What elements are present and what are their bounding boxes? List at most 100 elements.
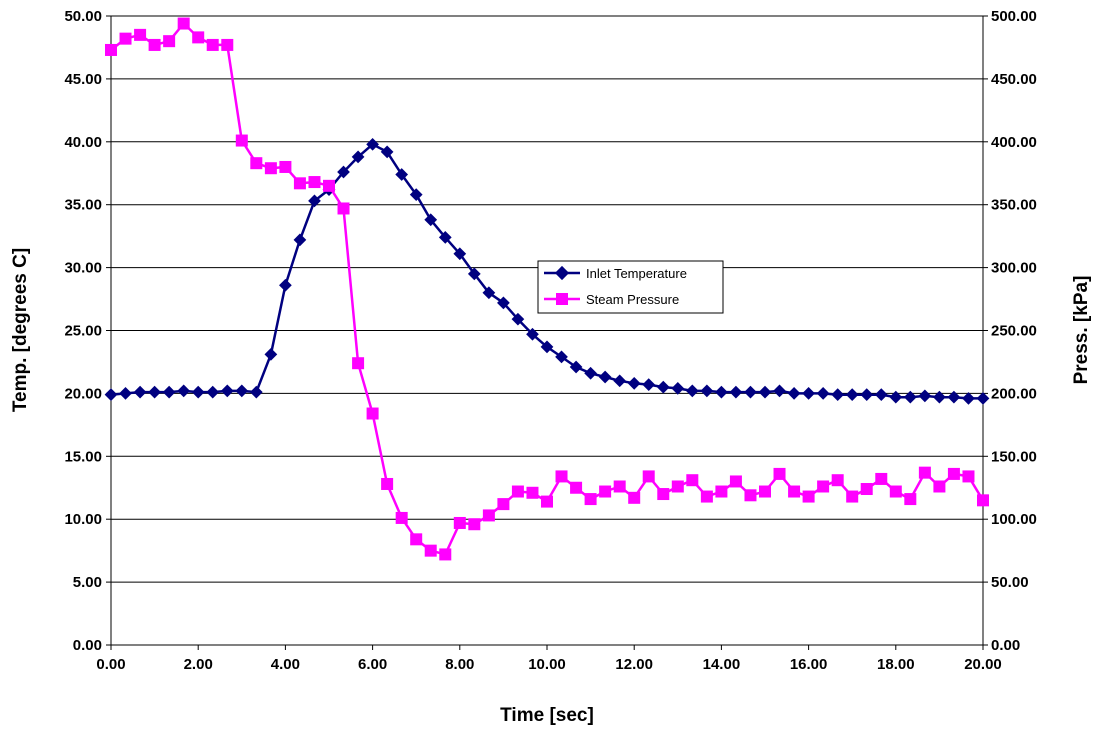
data-point-inlet-temperature xyxy=(177,384,191,398)
data-point-inlet-temperature xyxy=(874,388,888,402)
data-point-inlet-temperature xyxy=(162,385,176,399)
data-point-steam-pressure xyxy=(323,179,335,192)
data-point-steam-pressure xyxy=(439,548,452,561)
series-layer xyxy=(104,17,990,561)
data-point-steam-pressure xyxy=(817,480,830,493)
x-tick-label: 0.00 xyxy=(96,656,125,673)
data-point-inlet-temperature xyxy=(671,382,685,395)
data-point-steam-pressure xyxy=(206,38,219,51)
data-point-steam-pressure xyxy=(526,486,539,499)
x-axis-ticks: 0.00 2.00 4.00 6.00 8.00 10.00 12.00 14.00 16.00… xyxy=(96,645,1002,673)
data-point-steam-pressure xyxy=(250,157,263,170)
data-point-inlet-temperature xyxy=(656,380,670,394)
right-tick-label: 300.00 xyxy=(991,260,1037,277)
data-point-steam-pressure xyxy=(468,518,481,531)
data-point-steam-pressure xyxy=(163,35,176,48)
data-point-steam-pressure xyxy=(352,357,365,370)
data-point-steam-pressure xyxy=(962,470,975,483)
x-tick-label: 14.00 xyxy=(703,656,741,673)
left-tick-label: 20.00 xyxy=(64,385,102,402)
data-point-steam-pressure xyxy=(555,470,568,483)
data-point-steam-pressure xyxy=(744,489,757,502)
data-point-inlet-temperature xyxy=(293,233,307,247)
data-point-steam-pressure xyxy=(366,407,379,420)
left-tick-label: 0.00 xyxy=(73,637,102,654)
legend-label-steam-pressure: Steam Pressure xyxy=(586,292,679,307)
data-point-steam-pressure xyxy=(889,485,902,498)
data-point-inlet-temperature xyxy=(264,348,278,361)
data-point-inlet-temperature xyxy=(497,296,510,310)
data-point-inlet-temperature xyxy=(467,267,481,281)
data-point-inlet-temperature xyxy=(627,376,641,390)
data-point-inlet-temperature xyxy=(409,188,423,201)
data-point-steam-pressure xyxy=(802,490,815,503)
data-point-inlet-temperature xyxy=(802,387,815,400)
x-tick-label: 18.00 xyxy=(877,656,915,673)
data-point-steam-pressure xyxy=(497,498,510,511)
data-point-steam-pressure xyxy=(599,485,612,498)
data-point-inlet-temperature xyxy=(482,286,496,300)
x-tick-label: 2.00 xyxy=(184,656,213,673)
data-point-inlet-temperature xyxy=(337,165,350,179)
data-point-inlet-temperature xyxy=(845,388,859,402)
data-point-steam-pressure xyxy=(860,483,873,496)
left-tick-label: 25.00 xyxy=(64,323,102,340)
legend-marker-steam-pressure xyxy=(556,293,568,305)
data-point-inlet-temperature xyxy=(235,384,249,398)
data-point-steam-pressure xyxy=(105,43,117,56)
legend-box xyxy=(537,260,724,314)
left-axis-ticks: 0.00 5.00 10.00 15.00 20.00 25.00 30.00 35.00 40… xyxy=(64,8,111,654)
x-tick-label: 10.00 xyxy=(528,656,566,673)
right-tick-label: 250.00 xyxy=(991,323,1037,340)
data-point-steam-pressure xyxy=(177,17,190,30)
right-tick-label: 50.00 xyxy=(991,574,1029,591)
data-point-steam-pressure xyxy=(395,511,408,524)
data-point-inlet-temperature xyxy=(249,385,263,399)
data-point-steam-pressure xyxy=(148,38,161,51)
x-tick-label: 6.00 xyxy=(358,656,387,673)
data-point-steam-pressure xyxy=(337,202,350,215)
x-axis-title: Time [sec] xyxy=(500,705,594,726)
data-point-steam-pressure xyxy=(846,490,859,503)
data-point-inlet-temperature xyxy=(831,388,845,402)
data-point-steam-pressure xyxy=(264,162,277,175)
series-steam-pressure xyxy=(105,17,989,561)
data-point-inlet-temperature xyxy=(773,384,786,398)
data-point-inlet-temperature xyxy=(279,278,292,292)
right-axis-title: Press. [kPa] xyxy=(1071,276,1092,385)
data-point-inlet-temperature xyxy=(758,385,772,399)
data-point-steam-pressure xyxy=(134,28,147,41)
right-tick-label: 0.00 xyxy=(991,637,1020,654)
data-point-inlet-temperature xyxy=(133,385,147,399)
data-point-steam-pressure xyxy=(700,490,713,503)
data-point-inlet-temperature xyxy=(191,385,205,399)
data-point-inlet-temperature xyxy=(424,213,438,227)
data-point-inlet-temperature xyxy=(613,374,627,388)
data-point-inlet-temperature xyxy=(700,384,714,398)
data-point-inlet-temperature xyxy=(947,390,961,404)
right-tick-label: 450.00 xyxy=(991,71,1037,88)
x-tick-label: 8.00 xyxy=(445,656,474,673)
data-point-steam-pressure xyxy=(875,472,888,485)
legend: Inlet Temperature Steam Pressure xyxy=(537,260,724,314)
right-tick-label: 150.00 xyxy=(991,448,1037,465)
data-point-steam-pressure xyxy=(686,474,699,487)
x-tick-label: 4.00 xyxy=(271,656,300,673)
left-axis-title: Temp. [degrees C] xyxy=(10,248,31,412)
left-tick-label: 45.00 xyxy=(64,71,102,88)
data-point-steam-pressure xyxy=(570,481,583,494)
left-tick-label: 10.00 xyxy=(64,511,102,528)
data-point-inlet-temperature xyxy=(148,385,161,399)
right-tick-label: 200.00 xyxy=(991,385,1037,402)
data-point-steam-pressure xyxy=(788,485,801,498)
data-point-steam-pressure xyxy=(511,485,524,498)
data-point-steam-pressure xyxy=(410,533,423,546)
data-point-steam-pressure xyxy=(671,480,684,493)
data-point-inlet-temperature xyxy=(642,378,656,391)
legend-label-inlet-temperature: Inlet Temperature xyxy=(586,266,687,281)
data-point-steam-pressure xyxy=(308,176,321,189)
data-point-steam-pressure xyxy=(381,477,394,490)
data-point-inlet-temperature xyxy=(976,392,990,405)
data-point-steam-pressure xyxy=(773,467,786,480)
